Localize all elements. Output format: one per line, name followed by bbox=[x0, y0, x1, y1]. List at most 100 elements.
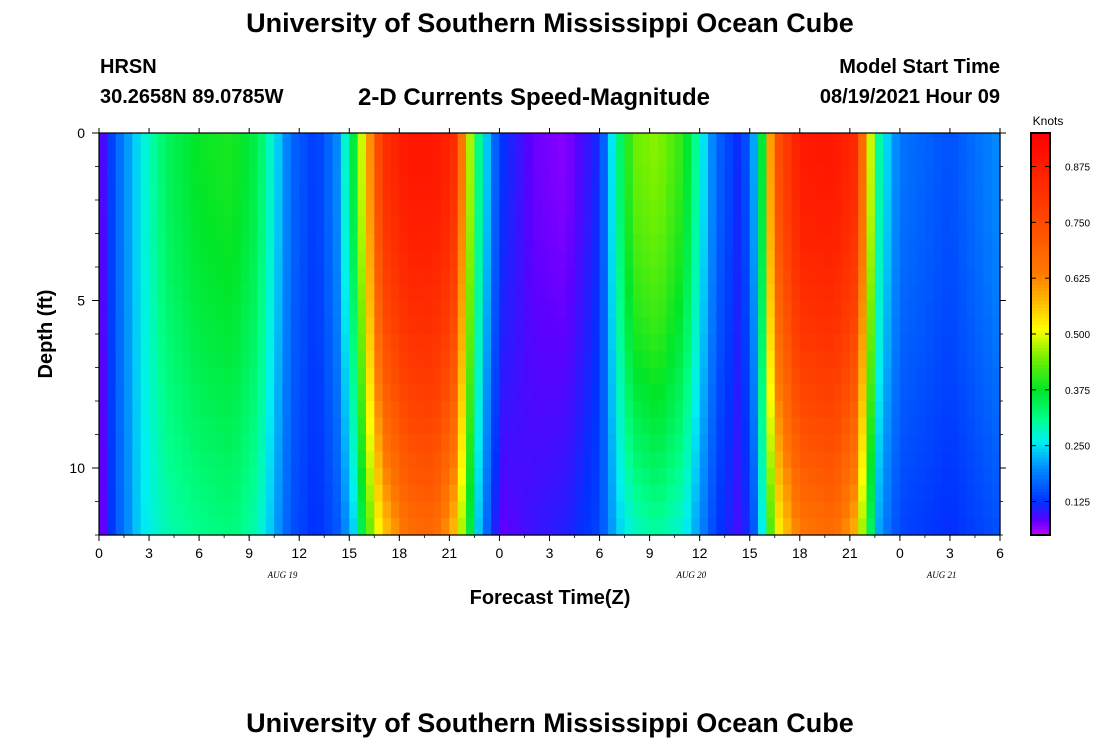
heatmap-cell bbox=[624, 350, 634, 369]
heatmap-cell bbox=[641, 468, 651, 486]
heatmap-cell bbox=[574, 250, 584, 268]
heatmap-cell bbox=[949, 518, 959, 536]
heatmap-cell bbox=[349, 317, 359, 335]
heatmap-cell bbox=[983, 283, 993, 302]
heatmap-cell bbox=[616, 283, 626, 302]
heatmap-cell bbox=[783, 384, 793, 402]
heatmap-cell bbox=[949, 233, 959, 251]
heatmap-cell bbox=[365, 401, 375, 419]
heatmap-cell bbox=[199, 166, 209, 184]
heatmap-cell bbox=[349, 350, 359, 369]
heatmap-cell bbox=[966, 233, 976, 251]
heatmap-cell bbox=[140, 166, 150, 184]
heatmap-cell bbox=[516, 417, 526, 436]
heatmap-cell bbox=[390, 384, 400, 402]
heatmap-cell bbox=[816, 451, 826, 469]
heatmap-cell bbox=[574, 166, 584, 184]
heatmap-cell bbox=[974, 434, 984, 452]
heatmap-cell bbox=[774, 133, 784, 151]
heatmap-cell bbox=[332, 267, 342, 285]
heatmap-cell bbox=[249, 267, 259, 285]
heatmap-cell bbox=[766, 317, 776, 335]
heatmap-cell bbox=[190, 484, 200, 503]
heatmap-cell bbox=[390, 200, 400, 218]
heatmap-cell bbox=[107, 367, 117, 385]
heatmap-cell bbox=[858, 451, 868, 469]
heatmap-cell bbox=[674, 334, 684, 352]
heatmap-cell bbox=[257, 317, 267, 335]
heatmap-cell bbox=[849, 317, 859, 335]
heatmap-cell bbox=[549, 216, 559, 235]
heatmap-cell bbox=[616, 501, 626, 519]
heatmap-cell bbox=[908, 317, 918, 335]
heatmap-cell bbox=[232, 233, 242, 251]
colorbar-cell bbox=[1031, 387, 1050, 392]
heatmap-cell bbox=[966, 250, 976, 268]
heatmap-cell bbox=[682, 384, 692, 402]
heatmap-cell bbox=[449, 317, 459, 335]
heatmap-cell bbox=[874, 233, 884, 251]
heatmap-cell bbox=[866, 133, 876, 151]
heatmap-cell bbox=[282, 183, 292, 201]
colorbar-cell bbox=[1031, 320, 1050, 325]
heatmap-cell bbox=[733, 317, 742, 335]
heatmap-cell bbox=[382, 518, 392, 536]
heatmap-cell bbox=[574, 149, 584, 168]
heatmap-cell bbox=[574, 451, 584, 469]
heatmap-cell bbox=[733, 200, 742, 218]
heatmap-cell bbox=[632, 401, 642, 419]
heatmap-cell bbox=[591, 166, 601, 184]
colorbar-cell bbox=[1031, 501, 1050, 506]
heatmap-cell bbox=[883, 166, 893, 184]
heatmap-cell bbox=[307, 451, 317, 469]
heatmap-cell bbox=[224, 367, 234, 385]
x-tick-label: 9 bbox=[245, 545, 253, 561]
heatmap-cell bbox=[524, 300, 534, 318]
heatmap-cell bbox=[499, 200, 509, 218]
heatmap-cell bbox=[374, 317, 384, 335]
heatmap-cell bbox=[708, 367, 717, 385]
heatmap-cell bbox=[741, 216, 751, 235]
heatmap-cell bbox=[874, 133, 884, 151]
heatmap-cell bbox=[290, 417, 300, 436]
heatmap-cell bbox=[107, 267, 117, 285]
heatmap-cell bbox=[499, 283, 509, 302]
heatmap-cell bbox=[215, 233, 225, 251]
heatmap-cell bbox=[941, 183, 951, 201]
heatmap-cell bbox=[699, 334, 709, 352]
heatmap-cell bbox=[891, 484, 901, 503]
heatmap-cell bbox=[674, 283, 684, 302]
heatmap-cell bbox=[849, 250, 859, 268]
heatmap-cell bbox=[149, 233, 158, 251]
heatmap-cell bbox=[324, 451, 334, 469]
heatmap-cell bbox=[182, 233, 192, 251]
heatmap-cell bbox=[566, 367, 576, 385]
heatmap-cell bbox=[290, 384, 300, 402]
heatmap-cell bbox=[99, 200, 108, 218]
heatmap-cell bbox=[833, 233, 843, 251]
heatmap-cell bbox=[799, 401, 809, 419]
heatmap-cell bbox=[224, 468, 234, 486]
heatmap-cell bbox=[516, 350, 526, 369]
heatmap-cell bbox=[733, 484, 742, 503]
heatmap-cell bbox=[624, 384, 634, 402]
heatmap-cell bbox=[424, 317, 434, 335]
heatmap-cell bbox=[883, 300, 893, 318]
heatmap-cell bbox=[649, 384, 659, 402]
heatmap-cell bbox=[682, 451, 692, 469]
heatmap-cell bbox=[324, 401, 334, 419]
heatmap-cell bbox=[232, 300, 242, 318]
heatmap-cell bbox=[632, 166, 642, 184]
heatmap-cell bbox=[457, 149, 467, 168]
heatmap-cell bbox=[532, 149, 542, 168]
heatmap-cell bbox=[824, 250, 834, 268]
heatmap-cell bbox=[899, 250, 909, 268]
heatmap-cell bbox=[207, 300, 217, 318]
heatmap-cell bbox=[357, 434, 367, 452]
heatmap-cell bbox=[791, 350, 801, 369]
colorbar-cell bbox=[1031, 347, 1050, 352]
heatmap-cell bbox=[157, 200, 167, 218]
heatmap-cell bbox=[899, 200, 909, 218]
heatmap-cell bbox=[808, 317, 818, 335]
heatmap-cell bbox=[307, 434, 317, 452]
